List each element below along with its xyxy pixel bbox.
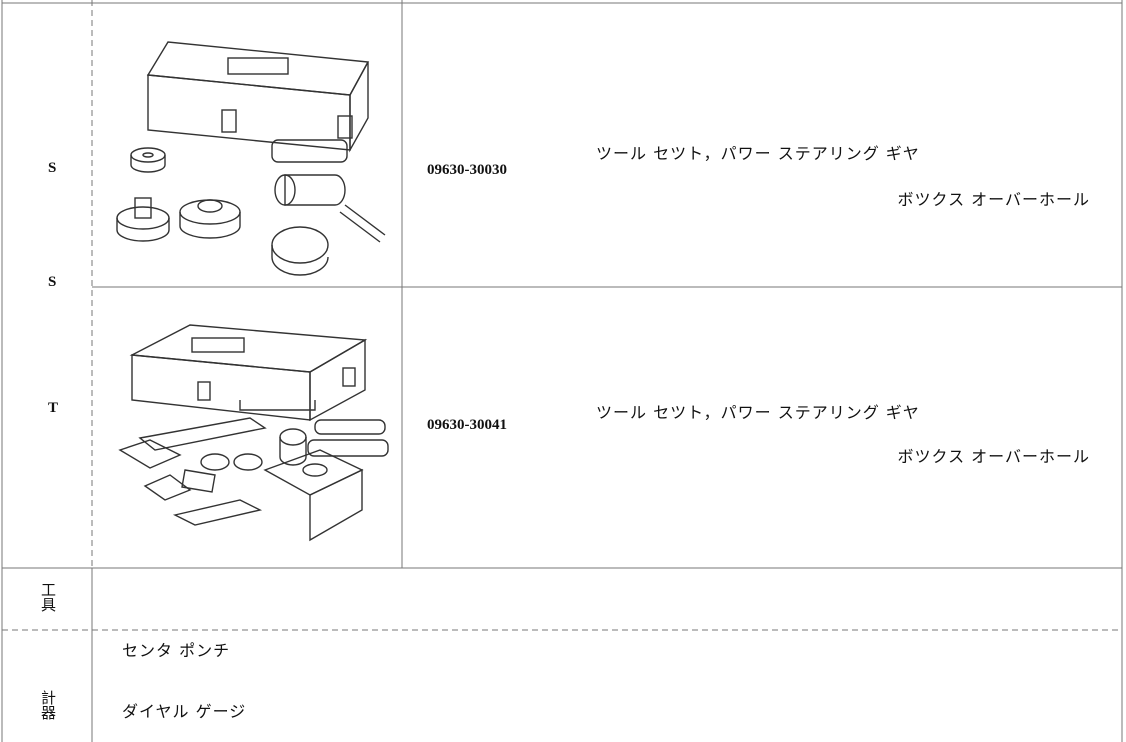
sst-label: S bbox=[48, 160, 57, 176]
gauge-item: ダイヤル ゲージ bbox=[122, 702, 247, 721]
tool-set-illustration bbox=[116, 41, 386, 276]
row-label: 計器 bbox=[39, 690, 57, 720]
row-label: 工具 bbox=[39, 582, 57, 612]
part-name: ツール セツト，パワー ステアリング ギヤ bbox=[596, 403, 920, 422]
part-name: ツール セツト，パワー ステアリング ギヤ bbox=[596, 144, 920, 163]
sst-label: T bbox=[48, 400, 59, 416]
sst-label: S bbox=[48, 274, 57, 290]
tool-set-illustration bbox=[118, 324, 389, 542]
part-number: 09630-30041 bbox=[427, 417, 507, 433]
part-name: ボツクス オーバーホール bbox=[897, 190, 1090, 209]
part-number: 09630-30030 bbox=[427, 162, 507, 178]
tool-item: センタ ポンチ bbox=[122, 641, 231, 660]
part-name: ボツクス オーバーホール bbox=[897, 447, 1090, 466]
